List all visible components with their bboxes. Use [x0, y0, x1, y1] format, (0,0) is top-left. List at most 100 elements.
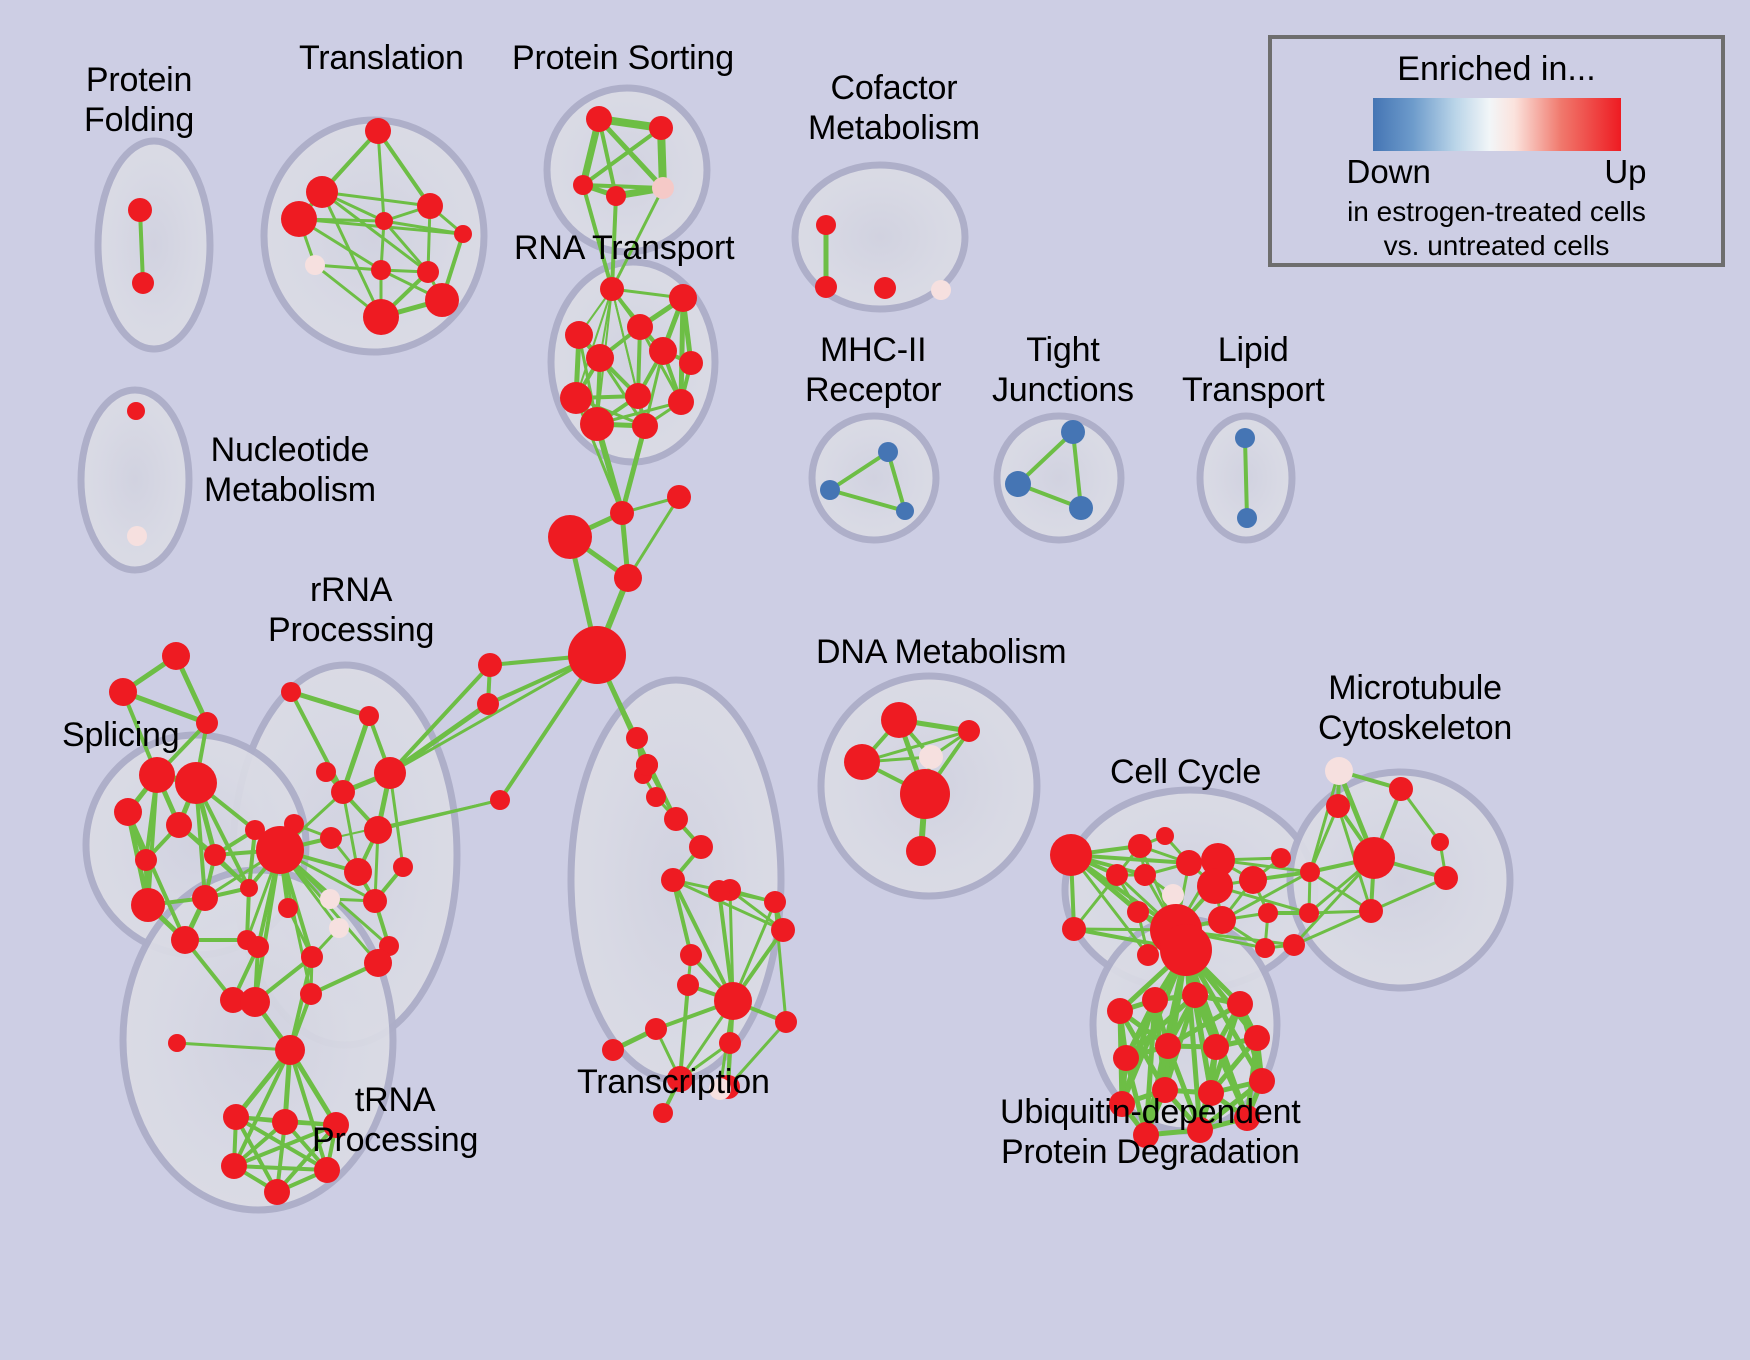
network-node[interactable] — [1389, 777, 1413, 801]
network-node[interactable] — [1062, 917, 1086, 941]
network-node[interactable] — [417, 261, 439, 283]
network-node[interactable] — [371, 260, 391, 280]
network-node[interactable] — [664, 807, 688, 831]
network-node[interactable] — [820, 480, 840, 500]
network-node[interactable] — [1128, 834, 1152, 858]
network-node[interactable] — [1431, 833, 1449, 851]
network-node[interactable] — [632, 413, 658, 439]
network-node[interactable] — [661, 868, 685, 892]
network-node[interactable] — [1109, 1091, 1135, 1117]
network-node[interactable] — [166, 812, 192, 838]
network-node[interactable] — [844, 744, 880, 780]
network-node[interactable] — [775, 1011, 797, 1033]
network-node[interactable] — [1258, 903, 1278, 923]
network-node[interactable] — [1325, 757, 1353, 785]
network-node[interactable] — [139, 757, 175, 793]
network-node[interactable] — [931, 280, 951, 300]
network-node[interactable] — [1182, 982, 1208, 1008]
network-node[interactable] — [627, 314, 653, 340]
network-node[interactable] — [272, 1109, 298, 1135]
network-node[interactable] — [677, 974, 699, 996]
network-node[interactable] — [331, 780, 355, 804]
network-node[interactable] — [344, 858, 372, 886]
network-node[interactable] — [1255, 938, 1275, 958]
network-node[interactable] — [1187, 1117, 1213, 1143]
network-node[interactable] — [323, 1112, 349, 1138]
network-node[interactable] — [667, 485, 691, 509]
network-node[interactable] — [1107, 998, 1133, 1024]
network-node[interactable] — [109, 678, 137, 706]
network-node[interactable] — [709, 1078, 731, 1100]
network-node[interactable] — [1201, 843, 1235, 877]
network-node[interactable] — [375, 212, 393, 230]
network-node[interactable] — [127, 402, 145, 420]
network-node[interactable] — [128, 198, 152, 222]
network-node[interactable] — [1239, 866, 1267, 894]
network-node[interactable] — [719, 1032, 741, 1054]
network-node[interactable] — [278, 898, 298, 918]
network-node[interactable] — [364, 949, 392, 977]
network-node[interactable] — [606, 186, 626, 206]
network-node[interactable] — [240, 987, 270, 1017]
network-node[interactable] — [320, 889, 340, 909]
network-node[interactable] — [708, 880, 730, 902]
network-node[interactable] — [171, 926, 199, 954]
network-node[interactable] — [896, 502, 914, 520]
network-node[interactable] — [548, 515, 592, 559]
network-node[interactable] — [204, 844, 226, 866]
network-node[interactable] — [652, 177, 674, 199]
network-node[interactable] — [1434, 866, 1458, 890]
network-node[interactable] — [240, 879, 258, 897]
network-node[interactable] — [1299, 903, 1319, 923]
network-node[interactable] — [300, 983, 322, 1005]
network-node[interactable] — [646, 787, 666, 807]
network-node[interactable] — [1142, 987, 1168, 1013]
network-node[interactable] — [680, 944, 702, 966]
network-node[interactable] — [1133, 1122, 1159, 1148]
network-node[interactable] — [878, 442, 898, 462]
network-node[interactable] — [1134, 864, 1156, 886]
network-node[interactable] — [490, 790, 510, 810]
network-node[interactable] — [1005, 471, 1031, 497]
network-node[interactable] — [127, 526, 147, 546]
network-node[interactable] — [1353, 837, 1395, 879]
network-node[interactable] — [1127, 901, 1149, 923]
network-node[interactable] — [815, 276, 837, 298]
network-node[interactable] — [425, 283, 459, 317]
network-node[interactable] — [669, 284, 697, 312]
network-node[interactable] — [363, 299, 399, 335]
network-node[interactable] — [1234, 1105, 1260, 1131]
network-node[interactable] — [645, 1018, 667, 1040]
network-node[interactable] — [359, 706, 379, 726]
network-node[interactable] — [256, 826, 304, 874]
network-node[interactable] — [636, 754, 658, 776]
network-node[interactable] — [1271, 848, 1291, 868]
network-node[interactable] — [714, 982, 752, 1020]
network-node[interactable] — [649, 116, 673, 140]
network-node[interactable] — [1069, 496, 1093, 520]
network-node[interactable] — [679, 351, 703, 375]
network-node[interactable] — [393, 857, 413, 877]
network-node[interactable] — [560, 382, 592, 414]
network-node[interactable] — [667, 1066, 693, 1092]
network-node[interactable] — [1197, 868, 1233, 904]
network-node[interactable] — [1326, 794, 1350, 818]
network-node[interactable] — [649, 337, 677, 365]
network-node[interactable] — [1113, 1045, 1139, 1071]
network-node[interactable] — [1198, 1080, 1224, 1106]
network-node[interactable] — [374, 757, 406, 789]
network-node[interactable] — [281, 201, 317, 237]
network-node[interactable] — [365, 118, 391, 144]
network-node[interactable] — [771, 918, 795, 942]
network-node[interactable] — [281, 682, 301, 702]
network-node[interactable] — [626, 727, 648, 749]
network-node[interactable] — [958, 720, 980, 742]
network-node[interactable] — [477, 693, 499, 715]
network-node[interactable] — [573, 175, 593, 195]
network-node[interactable] — [314, 1157, 340, 1183]
network-node[interactable] — [1249, 1068, 1275, 1094]
network-node[interactable] — [1176, 850, 1202, 876]
network-node[interactable] — [454, 225, 472, 243]
network-node[interactable] — [653, 1103, 673, 1123]
network-node[interactable] — [168, 1034, 186, 1052]
